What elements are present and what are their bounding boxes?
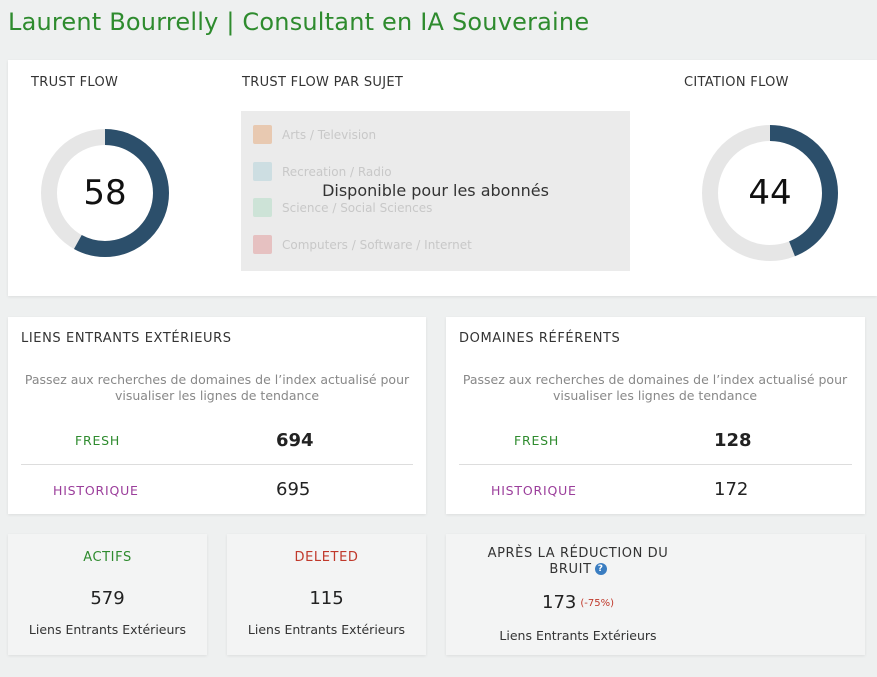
topic-swatch <box>253 235 272 254</box>
domains-upgrade-hint: Passez aux recherches de domaines de l’i… <box>462 372 848 403</box>
citation-flow-label: CITATION FLOW <box>684 75 789 90</box>
deleted-title: DELETED <box>294 550 359 565</box>
noise-value-row: 173 (-75%) <box>446 592 710 613</box>
noise-title: APRÈS LA RÉDUCTION DU BRUIT? <box>446 546 710 578</box>
topic-item: Science / Social Sciences <box>253 198 432 217</box>
topic-item: Recreation / Radio <box>253 162 392 181</box>
active-value: 579 <box>90 588 125 609</box>
page-title: Laurent Bourrelly | Consultant en IA Sou… <box>8 8 590 36</box>
row-divider <box>21 464 413 465</box>
deleted-subtitle: Liens Entrants Extérieurs <box>247 622 406 637</box>
backlinks-fresh-value: 694 <box>276 430 314 451</box>
referring-domains-card: DOMAINES RÉFÉRENTS Passez aux recherches… <box>446 317 865 514</box>
topic-item: Arts / Television <box>253 125 376 144</box>
row-divider <box>459 464 852 465</box>
citation-flow-arc <box>702 125 838 261</box>
deleted-value: 115 <box>309 588 344 609</box>
backlinks-upgrade-hint: Passez aux recherches de domaines de l’i… <box>24 372 410 403</box>
question-circle-icon[interactable]: ? <box>594 563 607 575</box>
topic-item: Computers / Software / Internet <box>253 235 472 254</box>
trust-flow-label: TRUST FLOW <box>31 75 119 90</box>
noise-subtitle: Liens Entrants Extérieurs <box>499 628 657 643</box>
deleted-links-card: DELETED 115 Liens Entrants Extérieurs <box>227 534 426 655</box>
backlinks-card: LIENS ENTRANTS EXTÉRIEURS Passez aux rec… <box>8 317 426 514</box>
backlinks-historic-value: 695 <box>276 479 311 500</box>
domains-historic-value: 172 <box>714 479 749 500</box>
citation-flow-donut: 44 <box>702 125 838 261</box>
topic-swatch <box>253 198 272 217</box>
noise-reduction-card: APRÈS LA RÉDUCTION DU BRUIT? 173 (-75%) L… <box>446 534 865 655</box>
active-subtitle: Liens Entrants Extérieurs <box>28 622 187 637</box>
flow-metrics-card: TRUST FLOW 58 TRUST FLOW PAR SUJET Arts … <box>8 60 877 296</box>
backlinks-fresh-label: FRESH <box>75 433 121 448</box>
noise-percent: (-75%) <box>580 598 614 609</box>
topic-swatch <box>253 162 272 181</box>
subscribers-only-message: Disponible pour les abonnés <box>322 181 549 200</box>
topics-locked-panel[interactable]: Arts / Television Recreation / Radio Scien… <box>241 111 630 271</box>
citation-flow-value: 44 <box>748 173 792 213</box>
topic-label: Computers / Software / Internet <box>282 237 472 252</box>
backlinks-historic-label: HISTORIQUE <box>53 483 139 498</box>
topic-swatch <box>253 125 272 144</box>
topic-label: Science / Social Sciences <box>282 200 433 215</box>
domains-historic-label: HISTORIQUE <box>491 483 577 498</box>
domains-fresh-label: FRESH <box>514 433 560 448</box>
trust-flow-value: 58 <box>83 173 127 213</box>
noise-title-line1: APRÈS LA RÉDUCTION DU <box>487 546 669 561</box>
active-title: ACTIFS <box>83 550 132 565</box>
trust-flow-donut: 58 <box>39 127 171 259</box>
domains-fresh-value: 128 <box>714 430 752 451</box>
topic-label: Arts / Television <box>282 127 377 142</box>
backlinks-title: LIENS ENTRANTS EXTÉRIEURS <box>21 331 232 346</box>
topic-label: Recreation / Radio <box>282 164 392 179</box>
trust-flow-arc <box>41 129 169 257</box>
domains-title: DOMAINES RÉFÉRENTS <box>459 331 621 346</box>
noise-title-line2: BRUIT? <box>446 562 710 578</box>
noise-title-line2-text: BRUIT <box>549 562 592 577</box>
topics-label: TRUST FLOW PAR SUJET <box>242 75 404 90</box>
active-links-card: ACTIFS 579 Liens Entrants Extérieurs <box>8 534 207 655</box>
noise-value: 173 <box>542 592 577 613</box>
